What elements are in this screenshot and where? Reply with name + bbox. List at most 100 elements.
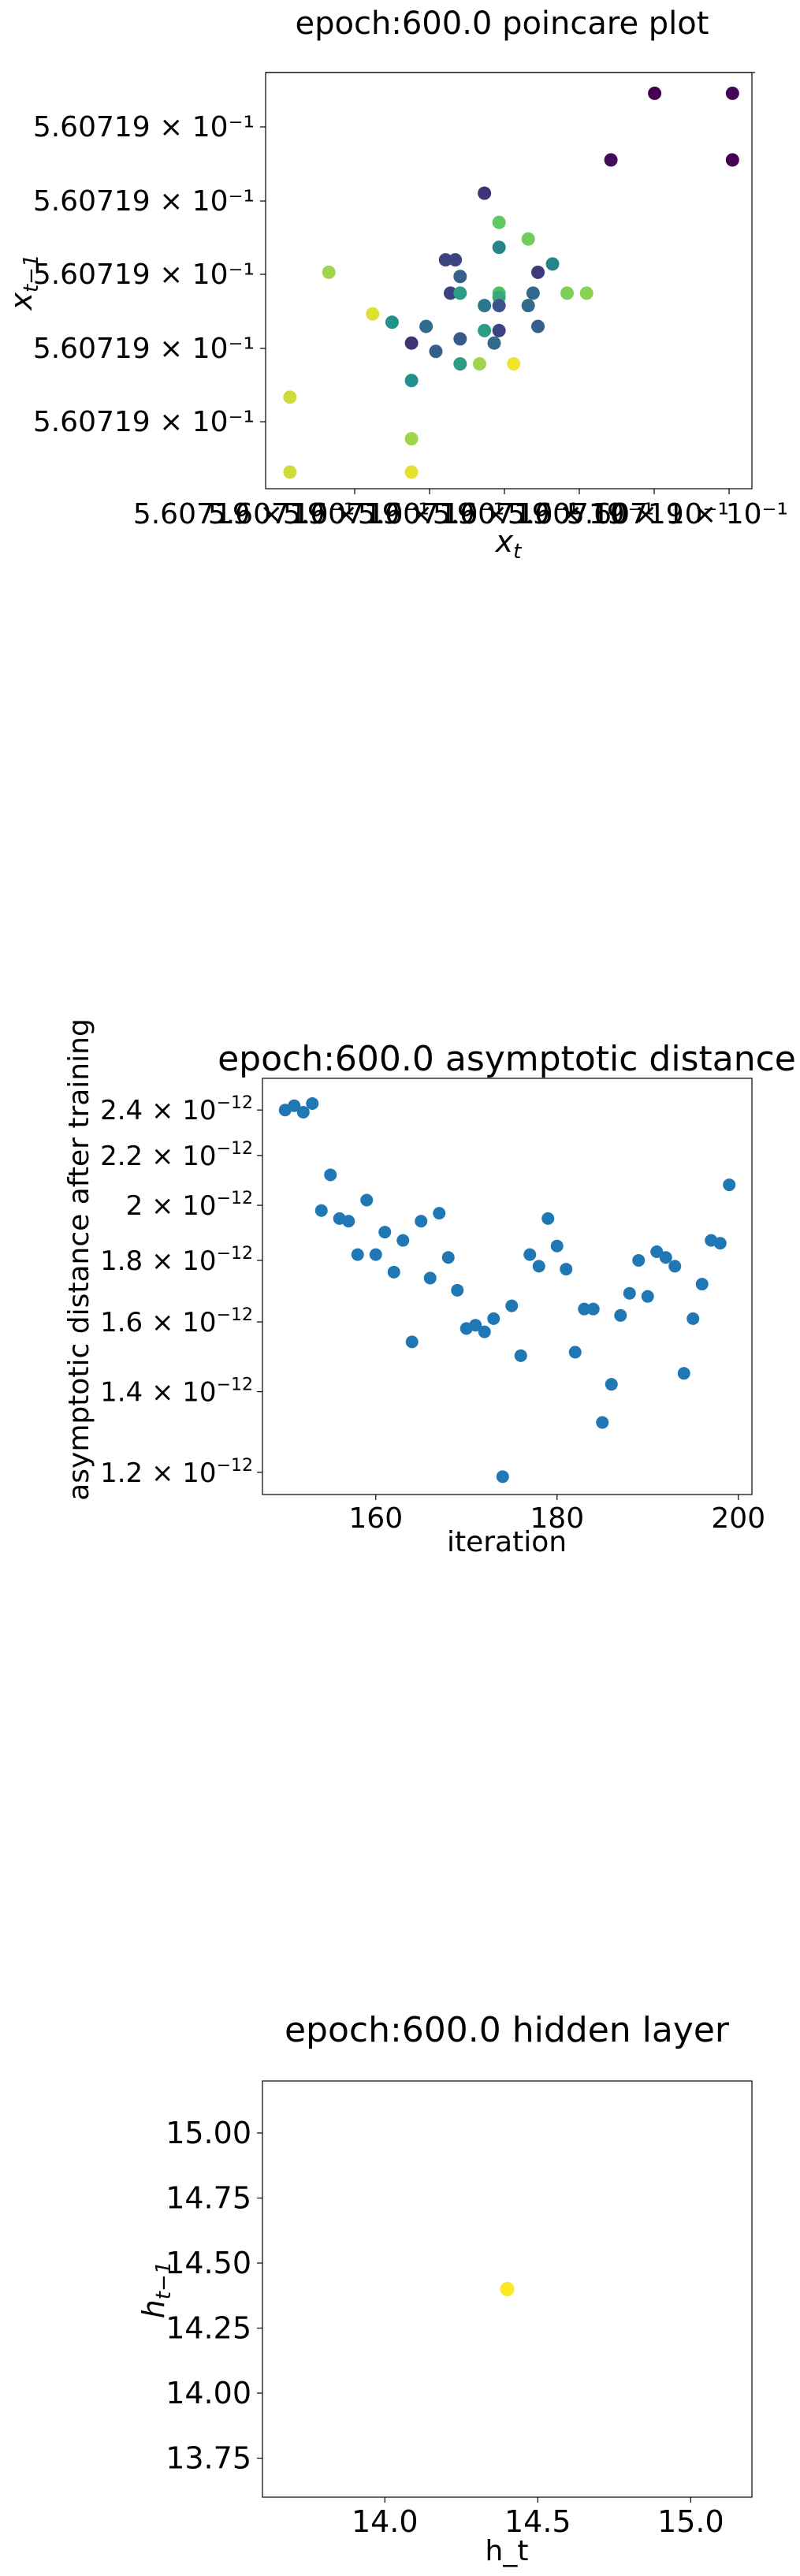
asymptotic-x-tick-label: 160 (348, 1502, 403, 1535)
asymptotic-point (568, 1346, 582, 1359)
poincare-point (492, 215, 506, 229)
poincare-y-tick-label: 5.60719 × 10⁻¹ (33, 185, 255, 218)
poincare-title: epoch:600.0 poincare plot (296, 6, 709, 42)
asymptotic-point (695, 1278, 709, 1291)
poincare-point (404, 432, 419, 446)
asymptotic-point (496, 1470, 509, 1483)
poincare-point (443, 286, 457, 300)
hidden-layer-y-tick-label: 14.00 (166, 2376, 251, 2410)
poincare-point (487, 336, 501, 350)
hidden-layer-x-ticks: 14.0 14.5 15.0 (352, 2497, 724, 2539)
asymptotic-y-tick-label: 2 × 10−12 (126, 1189, 253, 1222)
asymptotic-point (668, 1260, 682, 1273)
hidden-layer-x-tick-label: 14.5 (504, 2504, 571, 2539)
asymptotic-point (469, 1319, 482, 1332)
poincare-x-tick-label: 5.60719 × 10⁻¹ (508, 498, 729, 530)
poincare-point (478, 323, 492, 337)
asymptotic-y-label: asymptotic distance after training (63, 1018, 95, 1501)
asymptotic-point (723, 1178, 736, 1192)
asymptotic-point (288, 1099, 301, 1112)
poincare-point (453, 286, 467, 300)
asymptotic-x-tick-label: 180 (530, 1502, 584, 1535)
asymptotic-x-label: iteration (447, 1526, 567, 1558)
poincare-x-tick-label: 5.60719 × 10⁻¹ (358, 498, 579, 530)
poincare-point (492, 240, 506, 255)
poincare-x-tick-label: 5.60719 × 10⁻¹ (133, 498, 355, 530)
poincare-point (322, 265, 336, 279)
poincare-point (560, 286, 575, 300)
asymptotic-point (378, 1226, 392, 1239)
poincare-point (438, 253, 452, 267)
asymptotic-point (632, 1253, 646, 1267)
poincare-point (419, 319, 433, 333)
poincare-y-label: xt−1 (4, 254, 43, 311)
poincare-point (283, 465, 297, 479)
poincare-point (531, 265, 545, 279)
asymptotic-y-tick-label: 1.6 × 10−12 (100, 1305, 253, 1338)
asymptotic-y-tick-label: 1.4 × 10−12 (100, 1375, 253, 1409)
poincare-x-tick-label: 5.60719 × 10⁻¹ (567, 498, 788, 530)
asymptotic-chart: epoch:600.0 asymptotic distance 1.2 × 10… (63, 1018, 796, 1558)
asymptotic-point (360, 1193, 374, 1207)
poincare-point (545, 257, 560, 271)
poincare-point (404, 336, 419, 350)
poincare-point (472, 357, 486, 371)
asymptotic-points (278, 1096, 736, 1483)
poincare-point (725, 153, 739, 167)
asymptotic-y-tick-label: 2.4 × 10−12 (100, 1093, 253, 1126)
asymptotic-point (451, 1283, 464, 1297)
asymptotic-plot-area (262, 1078, 753, 1495)
poincare-points (283, 86, 739, 479)
poincare-point (725, 86, 739, 100)
hidden-layer-y-tick-label: 13.75 (166, 2441, 251, 2476)
poincare-point (448, 253, 463, 267)
poincare-point (521, 299, 535, 313)
poincare-chart: epoch:600.0 poincare plot 5.60719 × 10⁻¹… (4, 6, 788, 564)
asymptotic-point (324, 1168, 337, 1182)
asymptotic-point (342, 1215, 355, 1228)
asymptotic-point (314, 1204, 328, 1217)
poincare-point (366, 307, 380, 321)
poincare-x-tick-label: 5.60719 × 10⁻¹ (433, 498, 654, 530)
asymptotic-point (614, 1308, 627, 1322)
asymptotic-y-tick-label: 1.2 × 10−12 (100, 1456, 253, 1489)
asymptotic-x-ticks: 160 180 200 (348, 1495, 765, 1535)
poincare-point (648, 86, 662, 100)
asymptotic-point (296, 1105, 310, 1119)
asymptotic-point (415, 1215, 428, 1228)
asymptotic-x-tick-label: 200 (711, 1502, 765, 1535)
asymptotic-y-tick-label: 2.2 × 10−12 (100, 1139, 253, 1172)
asymptotic-point (560, 1263, 573, 1276)
poincare-point (404, 465, 419, 479)
poincare-point (453, 357, 467, 371)
hidden-layer-y-tick-label: 14.50 (166, 2246, 251, 2280)
asymptotic-point (641, 1290, 654, 1303)
poincare-point (604, 153, 618, 167)
asymptotic-point (605, 1378, 618, 1391)
poincare-point (521, 232, 535, 246)
asymptotic-point (505, 1299, 519, 1312)
asymptotic-point (578, 1302, 591, 1316)
poincare-point (429, 344, 443, 359)
asymptotic-point (405, 1335, 419, 1349)
asymptotic-point (677, 1367, 690, 1380)
asymptotic-point (433, 1207, 446, 1220)
hidden-layer-y-tick-label: 14.25 (166, 2311, 251, 2346)
poincare-point (385, 315, 399, 329)
poincare-point (492, 299, 506, 313)
hidden-layer-y-ticks: 13.75 14.00 14.25 14.50 14.75 15.00 (166, 2116, 262, 2476)
asymptotic-point (441, 1251, 455, 1264)
hidden-layer-x-tick-label: 15.0 (657, 2504, 724, 2539)
asymptotic-point (369, 1248, 382, 1261)
asymptotic-point (713, 1237, 727, 1250)
poincare-y-ticks: 5.60719 × 10⁻¹ 5.60719 × 10⁻¹ 5.60719 × 10… (33, 111, 266, 438)
asymptotic-point (541, 1212, 555, 1225)
asymptotic-point (687, 1312, 700, 1325)
asymptotic-point (550, 1239, 564, 1253)
hidden-layer-title: epoch:600.0 hidden layer (285, 2010, 730, 2050)
hidden-layer-x-tick-label: 14.0 (352, 2504, 419, 2539)
poincare-y-tick-label: 5.60719 × 10⁻¹ (33, 406, 255, 438)
hidden-layer-plot-area (262, 2080, 753, 2498)
poincare-point (507, 357, 521, 371)
